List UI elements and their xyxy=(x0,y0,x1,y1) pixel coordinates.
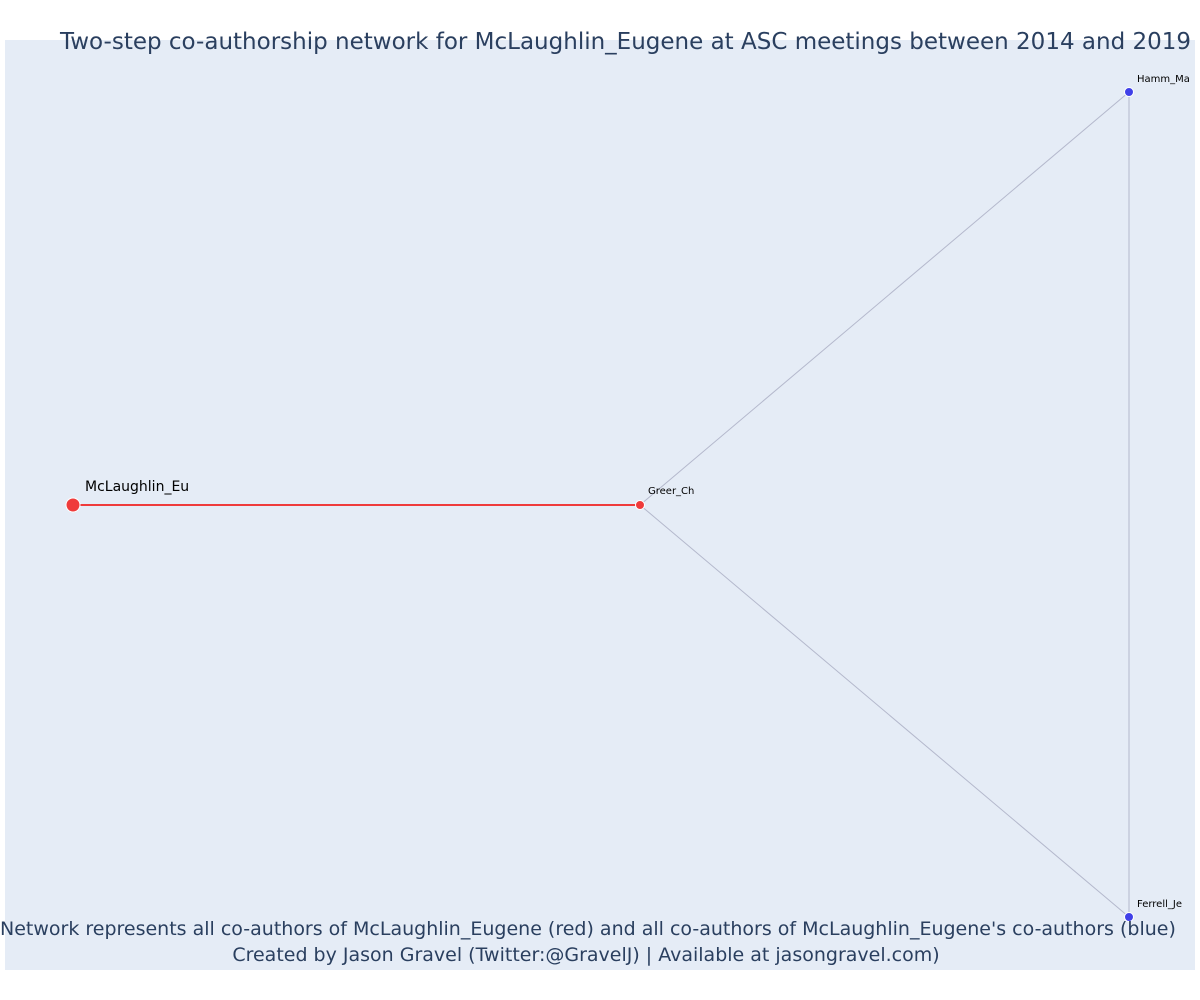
node-label-hamm: Hamm_Ma xyxy=(1137,74,1190,85)
chart-title: Two-step co-authorship network for McLau… xyxy=(60,29,1192,55)
node-hamm[interactable] xyxy=(1124,87,1134,97)
labels-layer: McLaughlin_Eu Greer_Ch Hamm_Ma Ferrell_Je xyxy=(85,74,1190,910)
edges-layer xyxy=(73,91,1130,918)
node-mclaughlin[interactable] xyxy=(65,497,81,513)
caption-credit: Created by Jason Gravel (Twitter:@Gravel… xyxy=(232,944,940,966)
nodes-layer xyxy=(65,87,1134,922)
node-ferrell[interactable] xyxy=(1124,912,1134,922)
edge-greer-hamm xyxy=(639,91,1130,506)
node-label-greer: Greer_Ch xyxy=(648,486,694,497)
edge-greer-ferrell xyxy=(639,504,1130,918)
node-label-mclaughlin: McLaughlin_Eu xyxy=(85,479,189,495)
node-label-ferrell: Ferrell_Je xyxy=(1137,899,1182,910)
node-greer[interactable] xyxy=(635,500,645,510)
caption-description: Network represents all co-authors of McL… xyxy=(0,918,1176,940)
